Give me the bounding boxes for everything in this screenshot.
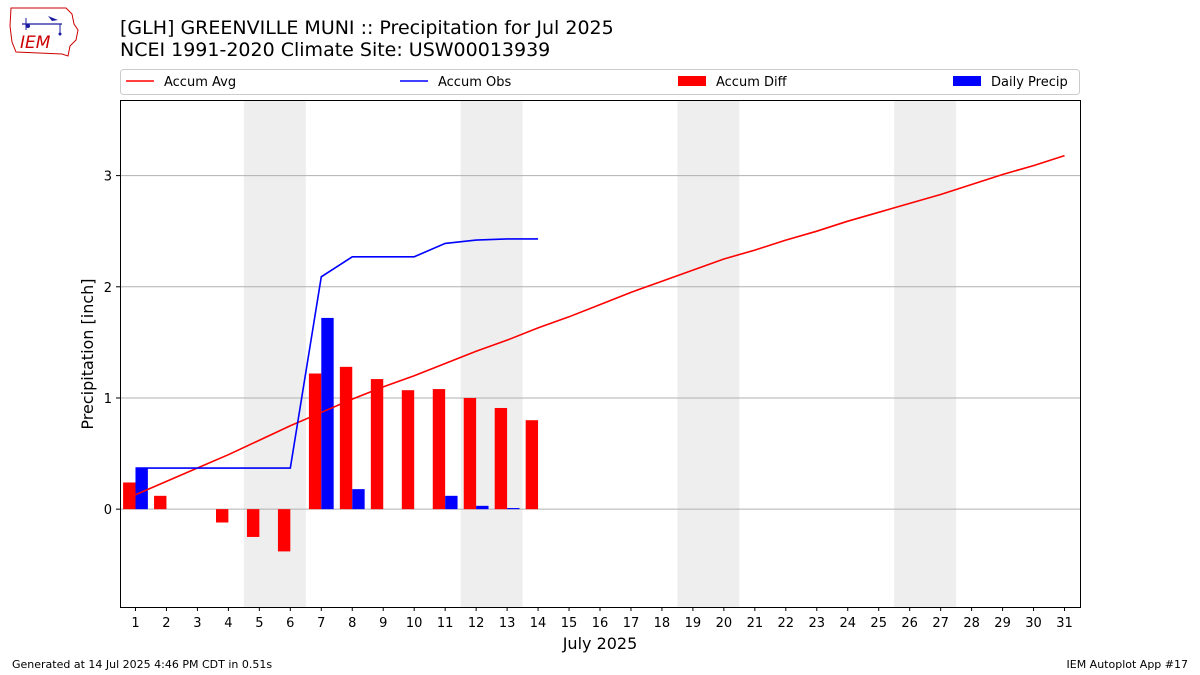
x-axis-label: July 2025 [562,634,638,653]
x-tick-label: 22 [778,616,795,631]
accum-diff-bar [463,397,477,510]
x-tick-label: 1 [131,616,139,631]
x-tick-label: 11 [437,616,454,631]
x-tick-label: 14 [530,616,547,631]
x-tick-label: 9 [379,616,387,631]
legend-label-accum-obs: Accum Obs [438,75,511,90]
x-tick-label: 16 [592,616,609,631]
y-axis-label: Precipitation [inch] [78,278,97,429]
accum-diff-bar [154,495,167,510]
x-tick-label: 20 [716,616,733,631]
accum-diff-bar [216,509,229,523]
y-tick-label: 1 [104,392,112,407]
x-tick-label: 27 [932,616,949,631]
x-tick-label: 5 [255,616,263,631]
accum-diff-bar [494,407,508,510]
x-tick-label: 23 [809,616,826,631]
x-tick-label: 15 [561,616,578,631]
chart-subtitle: NCEI 1991-2020 Climate Site: USW00013939 [120,39,551,61]
legend-swatch-accum-diff [678,76,706,86]
x-tick-label: 31 [1056,616,1073,631]
x-tick-label: 12 [468,616,485,631]
x-tick-label: 24 [839,616,856,631]
legend-label-accum-diff: Accum Diff [716,75,788,90]
daily-precip-bar [445,495,458,510]
bars [123,317,539,552]
chart-title: [GLH] GREENVILLE MUNI :: Precipitation f… [120,17,614,39]
y-tick-label: 3 [104,170,112,185]
x-tick-label: 25 [870,616,887,631]
generated-note: Generated at 14 Jul 2025 4:46 PM CDT in … [12,658,273,671]
x-tick-label: 18 [654,616,671,631]
legend-swatch-daily-precip [953,76,981,86]
x-tick-label: 2 [162,616,170,631]
legend-label-daily-precip: Daily Precip [991,75,1068,90]
weekend-band [894,100,957,607]
x-tick-label: 7 [317,616,325,631]
daily-precip-bar [135,468,148,510]
x-tick-label: 8 [348,616,356,631]
x-tick-label: 19 [685,616,702,631]
accum-avg-line [135,154,1065,496]
accum-diff-bar [432,389,446,510]
x-tick-label: 4 [224,616,232,631]
accum-diff-bar [339,366,353,510]
daily-precip-bar [476,505,489,510]
daily-precip-bar [352,489,365,510]
accum-diff-bar [401,390,415,510]
x-tick-label: 3 [193,616,201,631]
x-tick-label: 10 [406,616,423,631]
weekend-shading [243,100,957,607]
accum-diff-bar [370,379,384,510]
x-tick-label: 13 [499,616,516,631]
legend-label-accum-avg: Accum Avg [164,75,236,90]
x-tick-label: 17 [623,616,640,631]
x-axis-ticks: 1 2 3 4 5 6 7 8 9 10 11 12 13 14 15 16 17 18 19 20 21 22 23 24 2… [131,607,1073,631]
legend: Accum Avg Accum Obs Accum Diff Daily Precip [120,69,1080,95]
x-tick-label: 29 [994,616,1011,631]
y-tick-label: 0 [104,503,112,518]
accum-diff-bar [277,509,291,552]
accum-obs-line [135,238,539,469]
daily-precip-bar [507,508,520,510]
logo-text: IEM [20,33,51,53]
daily-precip-bar [321,317,334,510]
lines [135,154,1065,496]
x-tick-label: 30 [1025,616,1042,631]
y-axis-ticks: 0 1 2 3 [104,170,120,518]
accum-diff-bar [525,420,539,510]
weekend-band [677,100,740,607]
accum-diff-bar [123,482,136,510]
x-tick-label: 21 [747,616,764,631]
x-tick-label: 26 [901,616,918,631]
y-tick-label: 2 [104,281,112,296]
iem-logo: IEM [8,6,82,62]
accum-diff-bar [308,373,322,510]
x-tick-label: 6 [286,616,294,631]
app-credit: IEM Autoplot App #17 [1066,658,1189,671]
x-tick-label: 28 [963,616,980,631]
accum-diff-bar [246,509,260,537]
